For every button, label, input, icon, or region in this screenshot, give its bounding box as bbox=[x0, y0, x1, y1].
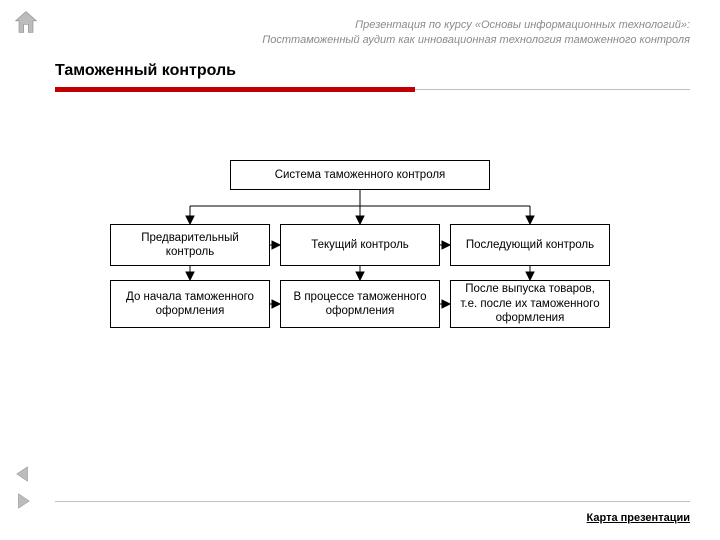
page-title: Таможенный контроль bbox=[55, 62, 236, 80]
home-icon[interactable] bbox=[12, 8, 40, 36]
accent-bar bbox=[55, 87, 415, 92]
node-preliminary: Предварительный контроль bbox=[110, 224, 270, 266]
node-subsequent: Последующий контроль bbox=[450, 224, 610, 266]
node-desc-1: До начала таможенного оформления bbox=[110, 280, 270, 328]
accent-bar-thin bbox=[415, 89, 690, 90]
header-line1: Презентация по курсу «Основы информацион… bbox=[262, 18, 690, 33]
node-current: Текущий контроль bbox=[280, 224, 440, 266]
node-root: Система таможенного контроля bbox=[230, 160, 490, 190]
header-subtitle: Презентация по курсу «Основы информацион… bbox=[262, 18, 690, 48]
node-desc-2: В процессе таможенного оформления bbox=[280, 280, 440, 328]
header-line2: Посттаможенный аудит как инновационная т… bbox=[262, 33, 690, 48]
node-desc-3: После выпуска товаров, т.е. после их там… bbox=[450, 280, 610, 328]
map-link[interactable]: Карта презентации bbox=[587, 512, 690, 524]
footer-divider bbox=[55, 501, 690, 502]
nav-prev-icon[interactable] bbox=[12, 463, 34, 485]
nav-next-icon[interactable] bbox=[12, 490, 34, 512]
